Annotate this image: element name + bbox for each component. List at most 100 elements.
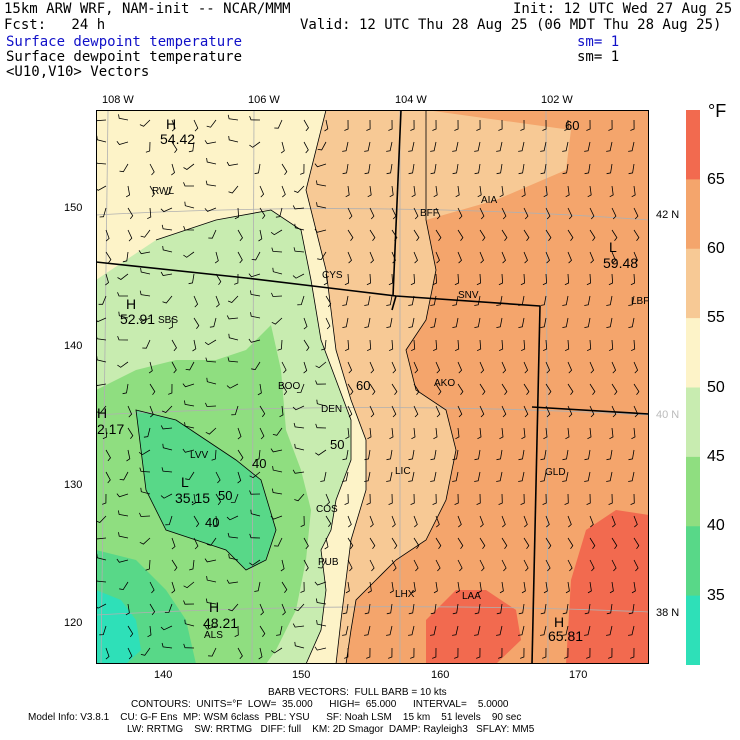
wind-barb (342, 449, 349, 461)
wind-barb (316, 202, 327, 209)
wind-barb (567, 251, 572, 264)
wind-barb (433, 427, 438, 440)
wind-barb (105, 647, 110, 660)
wind-barb (545, 405, 551, 418)
wind-barb (303, 317, 308, 330)
wind-barb (496, 471, 503, 482)
wind-barb (364, 471, 371, 482)
wind-barb (323, 273, 328, 286)
wind-barb (586, 647, 591, 659)
wind-barb (589, 207, 595, 220)
wind-barb (586, 493, 591, 505)
wind-barb (520, 339, 526, 352)
contour-label: 40 (205, 515, 220, 530)
wind-barb (182, 448, 195, 453)
wind-barb (457, 405, 463, 418)
wind-barb (206, 119, 217, 128)
wind-barb (237, 251, 243, 264)
wind-barb (542, 339, 548, 352)
wind-barb (345, 427, 350, 440)
wind-barb (611, 383, 618, 396)
wind-barb (297, 295, 305, 306)
wind-barb (498, 273, 504, 286)
wind-barb (274, 119, 283, 129)
wind-barb (237, 471, 242, 484)
wind-barb (214, 251, 219, 264)
wind-barb (630, 273, 636, 286)
wind-barb (145, 559, 151, 571)
wind-barb (386, 471, 393, 482)
wind-barb (540, 449, 547, 461)
wind-barb (457, 207, 463, 220)
wind-barb (501, 405, 507, 418)
wind-barb (479, 537, 486, 550)
wind-barb (633, 559, 639, 572)
wind-barb (452, 317, 459, 328)
wind-barb (292, 205, 305, 210)
lon-label: 108 W (102, 94, 134, 106)
colorbar-swatch (686, 456, 700, 527)
wind-barb (139, 467, 151, 473)
wind-barb (498, 119, 503, 131)
wind-barb (184, 201, 195, 209)
wind-barb (521, 185, 526, 198)
extremum-symbol: L (181, 474, 189, 490)
wind-barb (391, 251, 396, 264)
wind-barb (545, 207, 551, 220)
wind-barb (432, 273, 438, 286)
wind-barb (364, 141, 371, 152)
model-title: 15km ARW WRF, NAM-init -- NCAR/MMM (4, 1, 291, 17)
wind-barb (366, 339, 372, 352)
extremum-value: 35.15 (175, 490, 211, 506)
init-time: Init: 12 UTC Wed 27 Aug 25 (513, 1, 733, 17)
colorbar-swatch (686, 595, 700, 665)
extremum-value: 52.91 (120, 311, 156, 327)
wind-barb (250, 312, 261, 319)
contour-label: 50 (330, 437, 345, 452)
wind-barb (272, 466, 283, 473)
wind-barb (171, 141, 178, 154)
wind-barb (631, 581, 636, 594)
wind-barb (293, 247, 305, 253)
wind-barb (160, 271, 173, 276)
wind-barb (205, 598, 217, 605)
wind-barb (185, 361, 195, 371)
wind-barb (386, 317, 393, 328)
wind-barb (606, 603, 613, 615)
wind-barb (452, 449, 459, 461)
wind-barb (518, 141, 525, 152)
wind-barb (606, 625, 613, 636)
wind-barb (364, 449, 371, 461)
wind-barb (96, 603, 107, 609)
wind-barb (249, 490, 261, 495)
wind-barb (540, 603, 547, 615)
wind-barb (435, 515, 440, 528)
grid-x-label: 160 (431, 669, 450, 681)
wind-barb (367, 427, 372, 440)
wind-barb (457, 383, 464, 396)
wind-barb (294, 493, 305, 502)
wind-barb (413, 361, 419, 374)
wind-barb (479, 229, 486, 242)
wind-barb (116, 493, 129, 498)
wind-barb (168, 383, 173, 395)
wind-barb (611, 537, 618, 550)
wind-barb (540, 471, 547, 482)
wind-barb (206, 157, 217, 165)
wind-barb (633, 251, 638, 264)
extremum-symbol: H (126, 296, 137, 312)
wind-barb (584, 471, 591, 482)
wind-barb (586, 273, 592, 286)
wind-barb (496, 317, 503, 328)
station-label: PUB (318, 557, 339, 568)
wind-barb (455, 427, 460, 440)
wind-barb (457, 515, 462, 528)
wind-barb (562, 295, 569, 306)
wind-barb (183, 581, 195, 589)
wind-barb (249, 471, 261, 479)
contour-label: 60 (356, 378, 371, 393)
wind-barb (386, 625, 393, 636)
wind-barb (565, 427, 570, 440)
lat-label: 42 N (656, 209, 680, 221)
wind-barb (413, 207, 419, 220)
